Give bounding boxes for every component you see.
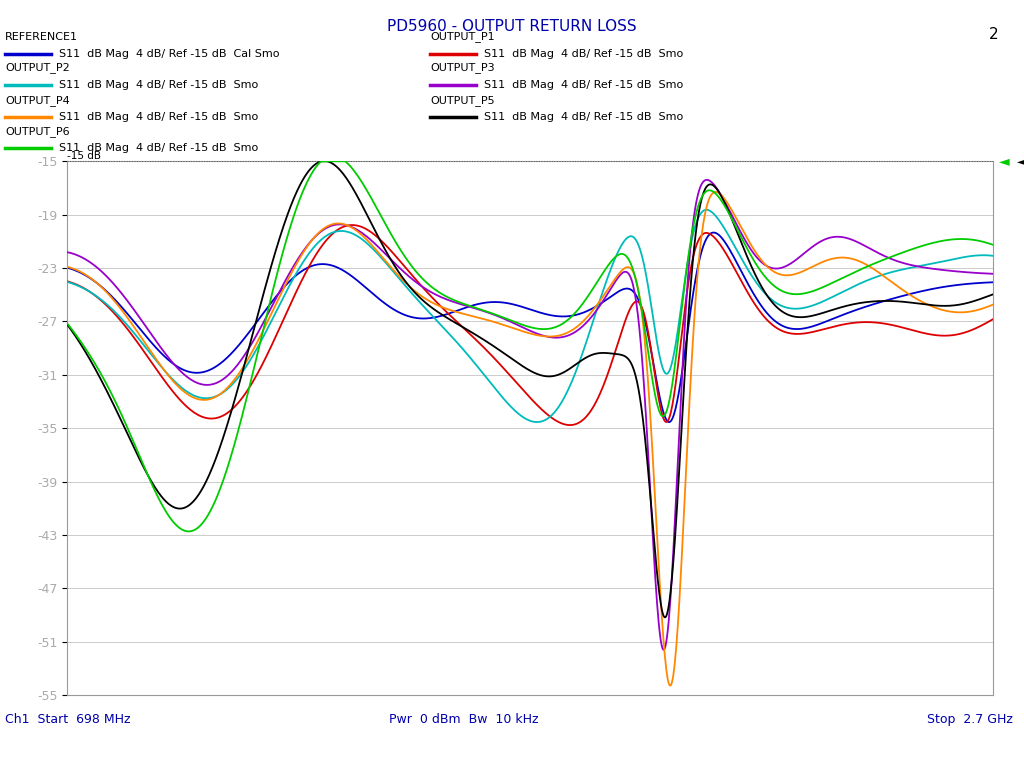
- Text: 2: 2: [989, 27, 998, 42]
- Text: S11  dB Mag  4 dB/ Ref -15 dB  Smo: S11 dB Mag 4 dB/ Ref -15 dB Smo: [59, 112, 259, 122]
- Text: OUTPUT_P3: OUTPUT_P3: [430, 62, 495, 74]
- Text: OUTPUT_P1: OUTPUT_P1: [430, 31, 495, 42]
- Text: PD5960 - OUTPUT RETURN LOSS: PD5960 - OUTPUT RETURN LOSS: [387, 19, 637, 35]
- Text: S11  dB Mag  4 dB/ Ref -15 dB  Smo: S11 dB Mag 4 dB/ Ref -15 dB Smo: [484, 80, 684, 90]
- Text: ◄: ◄: [998, 154, 1010, 168]
- Text: OUTPUT_P6: OUTPUT_P6: [5, 126, 70, 137]
- Text: Ch1  Start  698 MHz: Ch1 Start 698 MHz: [5, 713, 131, 726]
- Text: ◄: ◄: [1017, 154, 1024, 168]
- Text: S11  dB Mag  4 dB/ Ref -15 dB  Cal Smo: S11 dB Mag 4 dB/ Ref -15 dB Cal Smo: [59, 48, 280, 59]
- Text: REFERENCE1: REFERENCE1: [5, 32, 78, 42]
- Text: Stop  2.7 GHz: Stop 2.7 GHz: [927, 713, 1013, 726]
- Text: OUTPUT_P5: OUTPUT_P5: [430, 94, 495, 106]
- Text: Pwr  0 dBm  Bw  10 kHz: Pwr 0 dBm Bw 10 kHz: [389, 713, 539, 726]
- Text: -15 dB: -15 dB: [67, 151, 100, 161]
- Text: OUTPUT_P2: OUTPUT_P2: [5, 62, 70, 74]
- Text: S11  dB Mag  4 dB/ Ref -15 dB  Smo: S11 dB Mag 4 dB/ Ref -15 dB Smo: [484, 48, 684, 59]
- Text: S11  dB Mag  4 dB/ Ref -15 dB  Smo: S11 dB Mag 4 dB/ Ref -15 dB Smo: [484, 112, 684, 122]
- Text: OUTPUT_P4: OUTPUT_P4: [5, 94, 70, 106]
- Text: S11  dB Mag  4 dB/ Ref -15 dB  Smo: S11 dB Mag 4 dB/ Ref -15 dB Smo: [59, 143, 259, 154]
- Text: S11  dB Mag  4 dB/ Ref -15 dB  Smo: S11 dB Mag 4 dB/ Ref -15 dB Smo: [59, 80, 259, 90]
